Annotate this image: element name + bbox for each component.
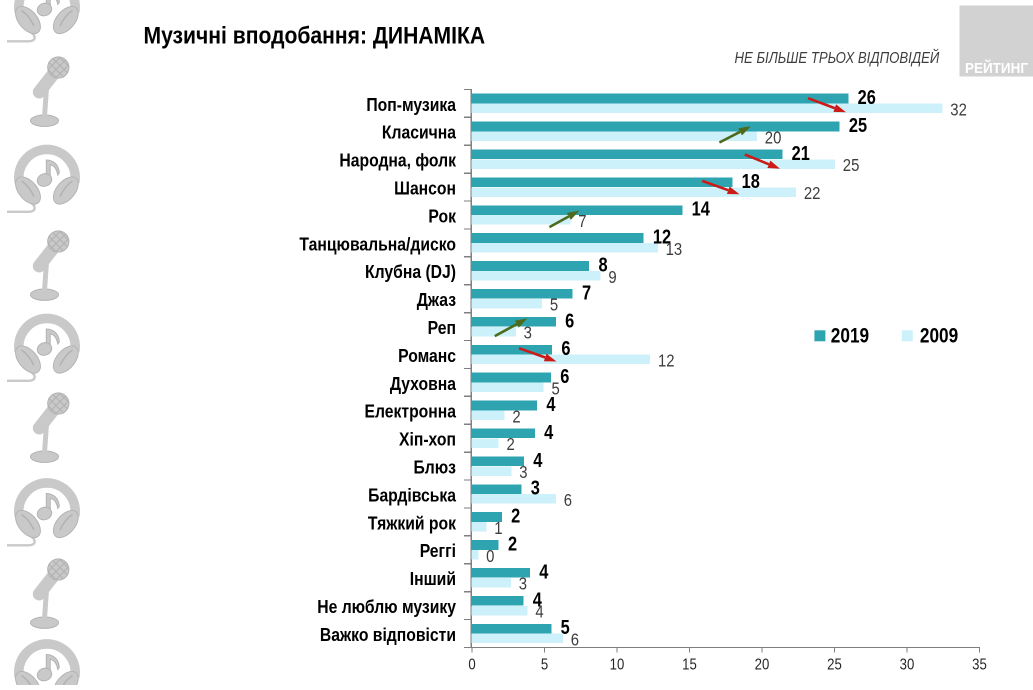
svg-text:6: 6 <box>571 630 579 649</box>
svg-text:2: 2 <box>508 532 517 555</box>
svg-text:Поп-музика: Поп-музика <box>366 94 456 116</box>
svg-text:25: 25 <box>849 113 867 136</box>
svg-text:4: 4 <box>533 448 543 471</box>
svg-text:3: 3 <box>519 463 527 482</box>
svg-text:Електронна: Електронна <box>365 400 457 422</box>
svg-text:Музичні вподобання: ДИНАМІКА: Музичні вподобання: ДИНАМІКА <box>144 21 486 49</box>
svg-text:Реп: Реп <box>428 317 456 339</box>
svg-text:2019: 2019 <box>831 325 869 348</box>
svg-text:8: 8 <box>599 253 608 276</box>
svg-text:15: 15 <box>682 656 697 673</box>
svg-text:3: 3 <box>519 575 527 594</box>
svg-text:6: 6 <box>565 309 574 332</box>
svg-text:Хіп-хоп: Хіп-хоп <box>399 428 456 450</box>
svg-text:Тяжкий рок: Тяжкий рок <box>368 512 457 534</box>
svg-text:Класична: Класична <box>382 121 456 143</box>
svg-text:Романс: Романс <box>398 345 456 367</box>
svg-text:2: 2 <box>512 407 520 426</box>
svg-text:НЕ БІЛЬШЕ ТРЬОХ ВІДПОВІДЕЙ: НЕ БІЛЬШЕ ТРЬОХ ВІДПОВІДЕЙ <box>735 48 940 67</box>
svg-text:25: 25 <box>827 656 842 673</box>
svg-text:35: 35 <box>972 656 987 673</box>
svg-text:2: 2 <box>507 435 515 454</box>
svg-text:18: 18 <box>742 169 760 192</box>
svg-text:Духовна: Духовна <box>390 373 457 395</box>
svg-text:Джаз: Джаз <box>417 289 456 311</box>
svg-text:7: 7 <box>578 212 586 231</box>
svg-text:Інший: Інший <box>410 568 456 590</box>
svg-text:4: 4 <box>535 603 543 622</box>
svg-text:Реггі: Реггі <box>420 540 456 562</box>
svg-text:3: 3 <box>531 476 540 499</box>
svg-text:14: 14 <box>692 197 711 220</box>
svg-text:Народна, фолк: Народна, фолк <box>339 149 456 171</box>
svg-text:6: 6 <box>564 491 572 510</box>
svg-text:0: 0 <box>468 656 475 673</box>
svg-text:30: 30 <box>900 656 915 673</box>
svg-text:Клубна (DJ): Клубна (DJ) <box>365 261 456 283</box>
svg-text:1: 1 <box>494 519 502 538</box>
svg-text:Танцювальна/диско: Танцювальна/диско <box>299 233 456 255</box>
svg-text:5: 5 <box>550 296 558 315</box>
svg-text:10: 10 <box>610 656 625 673</box>
svg-text:20: 20 <box>755 656 770 673</box>
svg-text:2009: 2009 <box>920 325 958 348</box>
svg-text:3: 3 <box>524 324 532 343</box>
svg-text:20: 20 <box>765 128 782 147</box>
svg-text:13: 13 <box>666 240 683 259</box>
svg-text:21: 21 <box>792 141 810 164</box>
svg-text:6: 6 <box>560 365 569 388</box>
svg-text:4: 4 <box>544 420 554 443</box>
svg-text:Не люблю музику: Не люблю музику <box>317 596 456 618</box>
svg-text:4: 4 <box>539 560 549 583</box>
svg-text:22: 22 <box>804 184 821 203</box>
svg-text:32: 32 <box>950 100 967 119</box>
svg-text:2: 2 <box>511 504 520 527</box>
svg-text:0: 0 <box>486 547 494 566</box>
svg-text:РЕЙТИНГ: РЕЙТИНГ <box>965 59 1028 77</box>
svg-text:25: 25 <box>843 156 860 175</box>
svg-text:9: 9 <box>608 268 616 287</box>
svg-text:6: 6 <box>561 337 570 360</box>
svg-text:4: 4 <box>546 392 556 415</box>
svg-text:Шансон: Шансон <box>394 177 456 199</box>
svg-text:5: 5 <box>561 616 570 639</box>
svg-text:Рок: Рок <box>428 205 456 227</box>
svg-text:7: 7 <box>582 281 591 304</box>
svg-text:Бардівська: Бардівська <box>368 484 456 506</box>
svg-text:5: 5 <box>541 656 548 673</box>
svg-text:Важко відповісти: Важко відповісти <box>320 624 456 646</box>
svg-text:26: 26 <box>858 86 876 109</box>
svg-text:Блюз: Блюз <box>413 456 456 478</box>
svg-text:12: 12 <box>658 351 675 370</box>
